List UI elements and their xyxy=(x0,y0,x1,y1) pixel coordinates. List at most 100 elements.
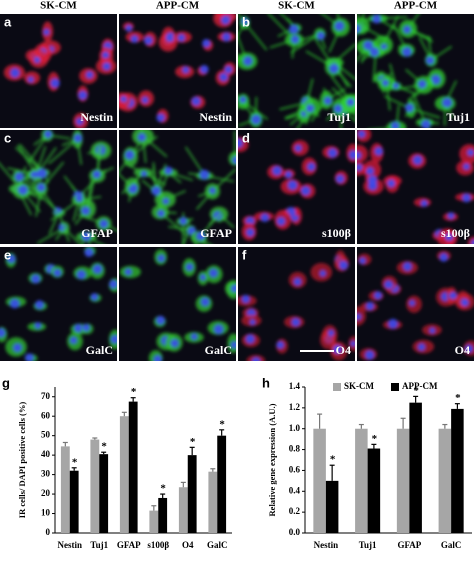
y-tick-label: 1.0 xyxy=(289,423,301,433)
nucleus xyxy=(449,291,457,300)
nucleus xyxy=(350,340,355,347)
panel-letter: e xyxy=(4,247,11,262)
nucleus xyxy=(387,318,398,329)
cell-body xyxy=(459,144,474,164)
nucleus xyxy=(382,79,389,87)
stain-label: s100β xyxy=(322,226,351,240)
bar xyxy=(149,510,159,533)
nucleus xyxy=(110,335,117,344)
nucleus xyxy=(251,114,262,125)
significance-marker: * xyxy=(413,385,419,397)
bar xyxy=(208,471,218,533)
y-tick-label: 50 xyxy=(41,430,51,440)
cell-process xyxy=(412,93,426,123)
nucleus xyxy=(170,338,179,348)
nucleus xyxy=(157,209,165,218)
nucleus xyxy=(219,72,229,82)
nucleus xyxy=(200,297,210,307)
cell-body xyxy=(357,306,366,326)
cell-process xyxy=(48,138,78,165)
nucleus xyxy=(402,261,413,272)
nucleus xyxy=(73,133,83,143)
legend-swatch xyxy=(333,383,341,391)
nucleus xyxy=(53,269,62,277)
nucleus xyxy=(179,217,188,225)
nucleus xyxy=(190,333,198,340)
bar xyxy=(355,428,368,533)
nucleus xyxy=(365,301,375,311)
nucleus xyxy=(366,167,375,176)
nucleus xyxy=(276,216,286,226)
nucleus xyxy=(467,149,474,157)
nucleus xyxy=(13,343,22,353)
micrograph xyxy=(119,247,236,361)
nucleus xyxy=(224,65,233,74)
x-tick-label: Nestin xyxy=(314,540,339,550)
stain-label: GalC xyxy=(86,343,113,357)
stain-label: O4 xyxy=(336,343,351,357)
nucleus xyxy=(374,146,383,156)
nucleus xyxy=(287,180,298,191)
significance-marker: * xyxy=(190,436,196,448)
nucleus xyxy=(358,257,366,265)
nucleus xyxy=(335,174,345,184)
nucleus xyxy=(390,121,400,128)
y-tick-label: 0.8 xyxy=(289,444,301,454)
nucleus xyxy=(372,14,382,24)
nucleus xyxy=(69,336,78,344)
panel-letter: d xyxy=(242,130,250,145)
nucleus xyxy=(260,213,270,222)
y-tick-label: 0.4 xyxy=(289,485,301,495)
nucleus xyxy=(357,163,363,172)
stain-label: Nestin xyxy=(199,110,232,124)
panel-letter: c xyxy=(4,130,11,145)
y-tick-label: 0.0 xyxy=(289,527,301,537)
nucleus xyxy=(81,206,90,216)
micrograph xyxy=(238,130,355,244)
nucleus xyxy=(276,341,285,349)
bar xyxy=(325,480,339,533)
nucleus xyxy=(367,175,378,185)
bar xyxy=(217,435,227,533)
bar xyxy=(313,428,326,533)
nucleus xyxy=(182,66,190,74)
nucleus xyxy=(130,35,139,43)
nucleus xyxy=(444,233,453,241)
bar xyxy=(438,428,452,533)
nucleus xyxy=(36,183,46,192)
x-tick-label: Tuj1 xyxy=(90,540,108,550)
bar xyxy=(99,454,109,533)
nucleus xyxy=(338,260,349,270)
nucleus xyxy=(300,185,311,196)
nucleus xyxy=(327,148,338,158)
nucleus xyxy=(405,103,414,113)
nucleus xyxy=(357,313,362,321)
nucleus xyxy=(165,32,176,42)
stain-label: GalC xyxy=(205,343,232,357)
nucleus xyxy=(156,113,166,122)
nucleus xyxy=(357,24,361,34)
nucleus xyxy=(293,277,302,286)
bar xyxy=(119,416,129,533)
stain-label: GFAP xyxy=(200,226,232,240)
nucleus xyxy=(196,231,206,241)
cell-layer xyxy=(238,137,355,241)
nucleus xyxy=(76,270,86,280)
micrograph xyxy=(119,14,236,128)
nucleus xyxy=(143,36,153,45)
nucleus xyxy=(245,334,255,344)
significance-marker: * xyxy=(330,454,336,466)
y-tick-label: 60 xyxy=(41,410,51,420)
cell-process xyxy=(17,144,37,175)
x-tick-label: s100β xyxy=(147,540,169,550)
x-tick-label: Tuj1 xyxy=(359,540,377,550)
panel-letter: f xyxy=(242,247,247,262)
significance-marker: * xyxy=(219,418,225,430)
cell-process xyxy=(19,143,45,174)
stain-label: Nestin xyxy=(80,110,113,124)
nucleus xyxy=(369,47,380,57)
nucleus xyxy=(241,17,249,25)
y-tick-label: 30 xyxy=(41,469,51,479)
nucleus xyxy=(82,323,90,332)
